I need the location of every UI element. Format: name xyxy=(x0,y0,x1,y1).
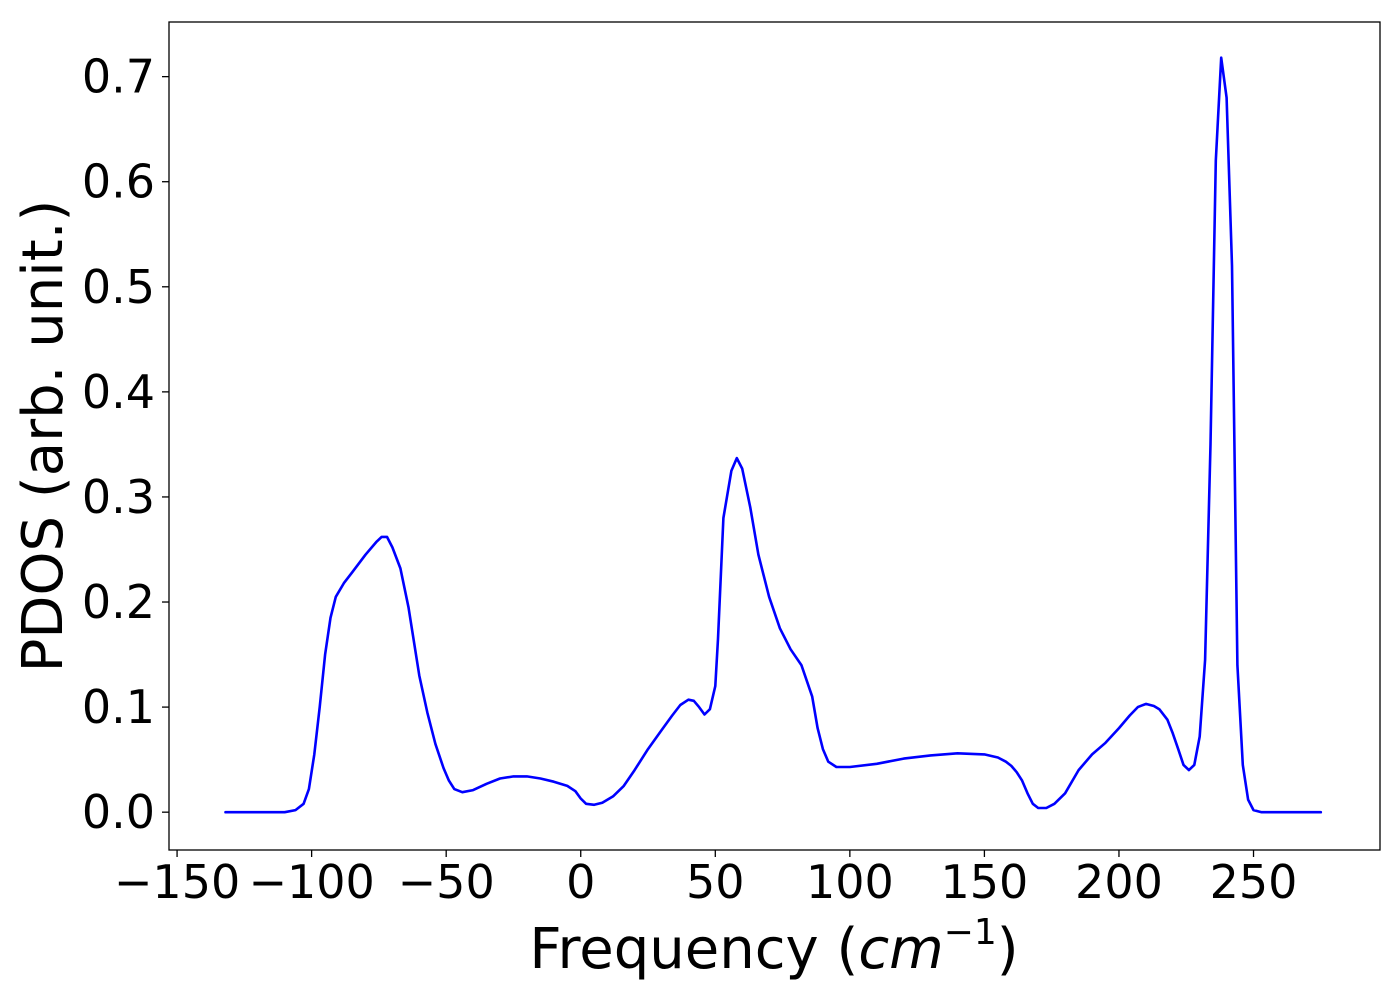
x-tick-label: −100 xyxy=(248,855,374,909)
x-tick-label: 200 xyxy=(1075,855,1163,909)
plot-frame xyxy=(168,21,1381,851)
x-axis-title-exponent: −1 xyxy=(944,912,997,953)
y-tick-label: 0.3 xyxy=(82,470,155,524)
y-tick-label: 0.5 xyxy=(82,260,155,314)
y-axis-title: PDOS (arb. unit.) xyxy=(11,200,76,673)
x-axis-title: Frequency (cm−1) xyxy=(529,912,1018,982)
x-tick-label: 100 xyxy=(806,855,894,909)
series-layer xyxy=(224,56,1323,814)
y-tick-label: 0.1 xyxy=(82,680,155,734)
y-tick-label: 0.0 xyxy=(82,785,155,839)
x-axis-title-unit: cm xyxy=(858,917,943,982)
y-tick-label: 0.6 xyxy=(82,155,155,209)
y-tick-label: 0.2 xyxy=(82,575,155,629)
y-tick-label: 0.4 xyxy=(82,365,155,419)
x-tick-label: 250 xyxy=(1210,855,1298,909)
x-tick-label: 50 xyxy=(686,855,745,909)
x-axis-ticks: −150 −100 −50 0 50 100 150 200 250 xyxy=(114,850,1298,909)
x-tick-label: 150 xyxy=(941,855,1029,909)
x-axis-title-text: Frequency ( xyxy=(529,917,858,982)
x-tick-label: 0 xyxy=(566,855,595,909)
y-tick-label: 0.7 xyxy=(82,50,155,104)
x-axis-title-close: ) xyxy=(997,917,1019,982)
x-tick-label: −50 xyxy=(398,855,495,909)
pdos-series-line xyxy=(224,56,1323,814)
x-tick-label: −150 xyxy=(114,855,240,909)
y-axis-ticks: 0.0 0.1 0.2 0.3 0.4 0.5 0.6 0.7 xyxy=(82,50,169,839)
